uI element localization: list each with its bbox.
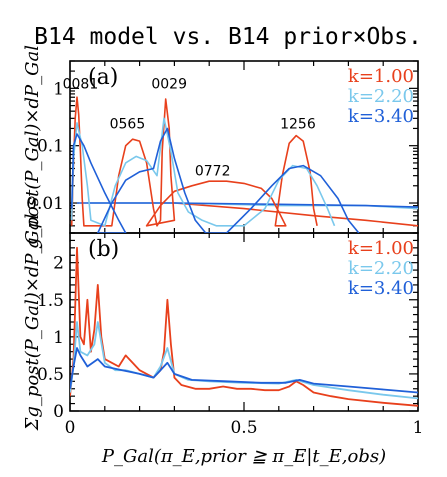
xtick-label: 0.5 <box>230 418 257 438</box>
panel-b-plot: 0 0.5 1 1.5 2 0 0.5 1 k=1.00k=2.20k=3.40 <box>37 232 424 438</box>
legend-entry: k=1.00 <box>348 238 414 259</box>
peak-annotation: 0565 <box>110 116 146 132</box>
peak-annotation: 0772 <box>195 164 231 180</box>
xtick-label: 0 <box>65 418 76 438</box>
ytick-label-b: 0 <box>53 402 64 422</box>
panel-b-label: (b) <box>88 237 119 262</box>
chart-title: B14 model vs. B14 prior×Obs. <box>34 24 422 50</box>
panel-a-curves <box>70 96 418 233</box>
ytick-label-b: 1.5 <box>37 291 64 311</box>
legend-entry: k=3.40 <box>348 278 414 299</box>
ytick-label-b: 0.5 <box>37 365 64 385</box>
ytick-label-a: 0.01 <box>26 194 64 214</box>
xtick-label: 1 <box>413 418 424 438</box>
panel-a-ylabel: g_post(P_Gal)×dP_Gal <box>22 45 43 249</box>
panel-a-label: (a) <box>88 65 118 90</box>
ytick-label-b: 1 <box>53 328 64 348</box>
legend-entry: k=2.20 <box>348 86 414 107</box>
legend-entry: k=1.00 <box>348 66 414 87</box>
ytick-label-a: 1 <box>53 79 64 99</box>
legend-entry: k=3.40 <box>348 106 414 127</box>
peak-annotation: 1256 <box>280 116 316 132</box>
peak-annotation: 0029 <box>151 76 187 92</box>
ytick-label-b: 2 <box>53 254 64 274</box>
peak-annotation: 0081 <box>63 76 99 92</box>
series-k-1.00-tail <box>174 202 418 227</box>
panel-b-xlabel: P_Gal(π_E,prior ≧ π_E|t_E,obs) <box>101 446 386 467</box>
legend-entry: k=2.20 <box>348 258 414 279</box>
series-k-3.40-peaks <box>70 127 360 233</box>
ytick-label-a: 0.1 <box>37 137 64 157</box>
panel-b-ylabel: Σg_post(P_Gal)×dP_Gal <box>22 213 43 431</box>
series-k-3.40 <box>70 347 418 394</box>
series-k-1.00-peaks <box>70 96 318 227</box>
panel-b-curves <box>70 246 418 407</box>
